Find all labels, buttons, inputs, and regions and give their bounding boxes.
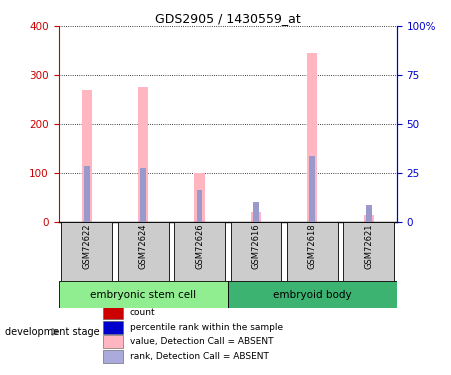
Bar: [174, 222, 225, 282]
Bar: [140, 168, 146, 222]
Bar: [307, 53, 318, 222]
Text: percentile rank within the sample: percentile rank within the sample: [130, 322, 283, 332]
Bar: [82, 90, 92, 222]
Text: GSM72621: GSM72621: [364, 224, 373, 269]
Bar: [230, 222, 281, 282]
Bar: [366, 205, 372, 222]
Bar: [194, 173, 205, 222]
Bar: [251, 212, 261, 222]
Bar: [343, 222, 394, 282]
Bar: [103, 321, 123, 334]
Text: GSM72618: GSM72618: [308, 224, 317, 270]
Bar: [309, 156, 315, 222]
Text: GSM72616: GSM72616: [252, 224, 260, 270]
Bar: [103, 350, 123, 363]
Bar: [197, 190, 202, 222]
Text: development stage: development stage: [5, 327, 99, 337]
Text: value, Detection Call = ABSENT: value, Detection Call = ABSENT: [130, 338, 273, 346]
Bar: [228, 282, 397, 308]
Text: embryonic stem cell: embryonic stem cell: [90, 290, 196, 300]
Text: count: count: [130, 308, 155, 317]
Bar: [287, 222, 338, 282]
Title: GDS2905 / 1430559_at: GDS2905 / 1430559_at: [155, 12, 301, 25]
Text: embryoid body: embryoid body: [273, 290, 352, 300]
Bar: [118, 222, 169, 282]
Bar: [103, 306, 123, 319]
Bar: [84, 166, 90, 222]
Bar: [364, 215, 374, 222]
Text: GSM72622: GSM72622: [83, 224, 91, 269]
Text: GSM72624: GSM72624: [139, 224, 147, 269]
Bar: [253, 202, 259, 222]
Bar: [59, 282, 228, 308]
Bar: [61, 222, 112, 282]
Text: rank, Detection Call = ABSENT: rank, Detection Call = ABSENT: [130, 352, 268, 361]
Bar: [138, 87, 148, 222]
Bar: [103, 335, 123, 348]
Text: GSM72626: GSM72626: [195, 224, 204, 270]
